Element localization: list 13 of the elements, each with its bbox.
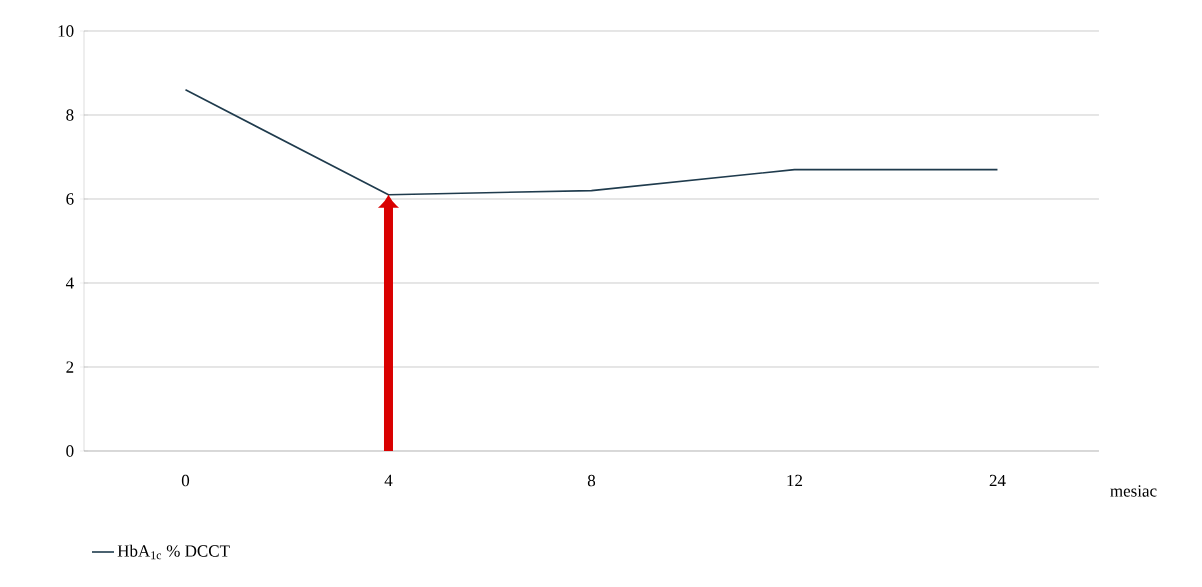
y-tick-label: 10 [58,25,74,37]
x-tick-label: 8 [587,474,596,487]
y-tick-label: 2 [66,361,74,373]
x-tick-label: 12 [787,474,803,487]
x-axis-title: mesiac [1110,485,1157,497]
y-tick-label: 6 [66,193,74,205]
y-tick-label: 4 [65,277,74,289]
legend-label: HbA$_{1c}$ % DCCT [117,544,230,560]
x-tick-label: 0 [181,474,190,487]
y-tick-label: 0 [66,445,74,457]
y-tick-label: 8 [66,109,74,121]
x-tick-label: 24 [989,474,1006,487]
x-tick-label: 4 [384,474,393,487]
